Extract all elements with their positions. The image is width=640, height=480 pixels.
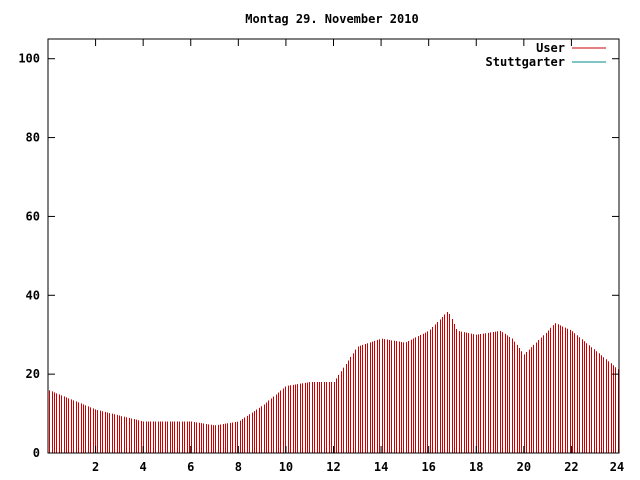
legend-label-stuttgarter: Stuttgarter [486, 55, 565, 69]
y-tick-label: 20 [26, 367, 40, 381]
x-tick-label: 8 [235, 460, 242, 474]
x-tick-label: 16 [421, 460, 435, 474]
x-tick-label: 10 [279, 460, 293, 474]
x-tick-label: 22 [564, 460, 578, 474]
x-tick-label: 2 [92, 460, 99, 474]
x-tick-label: 20 [517, 460, 531, 474]
legend: User Stuttgarter [486, 41, 606, 69]
y-tick-label: 80 [26, 131, 40, 145]
legend-label-user: User [536, 41, 565, 55]
x-tick-label: 12 [326, 460, 340, 474]
chart-title: Montag 29. November 2010 [245, 12, 418, 26]
bars-layer [49, 312, 619, 453]
y-tick-label: 40 [26, 288, 40, 302]
y-tick-label: 100 [18, 52, 40, 66]
x-tick-label: 4 [140, 460, 147, 474]
x-tick-label: 14 [374, 460, 388, 474]
x-tick-label: 18 [469, 460, 483, 474]
x-tick-label: 24 [610, 460, 624, 474]
y-tick-label: 0 [33, 446, 40, 460]
x-tick-label: 6 [187, 460, 194, 474]
y-tick-label: 60 [26, 209, 40, 223]
